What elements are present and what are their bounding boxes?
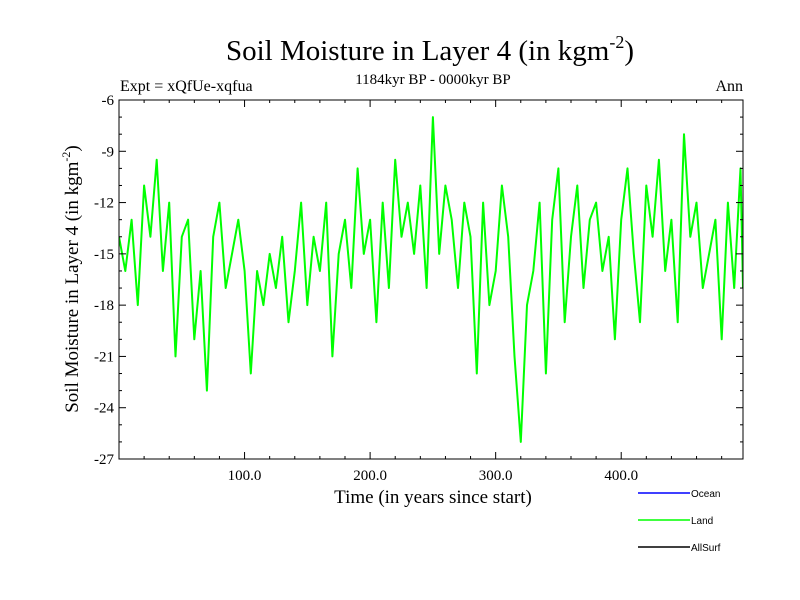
y-axis: -6 -9 -12 -15 -18 -21 -24 -27 bbox=[94, 93, 743, 468]
y-tick-label: -18 bbox=[94, 298, 114, 314]
legend-label-land: Land bbox=[691, 516, 713, 527]
x-axis: 100.0 200.0 300.0 400.0 bbox=[143, 100, 723, 484]
x-tick-label: 200.0 bbox=[353, 468, 387, 484]
x-tick-label: 400.0 bbox=[604, 468, 638, 484]
legend-label-ocean: Ocean bbox=[691, 489, 720, 500]
y-tick-label: -21 bbox=[94, 349, 114, 365]
x-axis-label: Time (in years since start) bbox=[334, 487, 532, 508]
legend: Ocean Land AllSurf bbox=[638, 489, 721, 554]
y-tick-label: -6 bbox=[102, 93, 115, 109]
y-tick-label: -15 bbox=[94, 247, 114, 263]
y-tick-label: -27 bbox=[94, 452, 114, 468]
x-tick-label: 100.0 bbox=[228, 468, 262, 484]
y-tick-label: -12 bbox=[94, 196, 114, 212]
time-range-label: 1184kyr BP - 0000kyr BP bbox=[355, 72, 511, 88]
experiment-label: Expt = xQfUe-xqfua bbox=[120, 78, 253, 95]
series-line-land bbox=[119, 116, 743, 443]
legend-label-allsurf: AllSurf bbox=[691, 543, 721, 554]
y-tick-label: -24 bbox=[94, 401, 114, 417]
x-tick-label: 300.0 bbox=[479, 468, 513, 484]
season-label: Ann bbox=[715, 78, 743, 95]
y-axis-label: Soil Moisture in Layer 4 (in kgm-2) bbox=[59, 145, 83, 413]
chart-title: Soil Moisture in Layer 4 (in kgm-2) bbox=[226, 32, 634, 67]
plot-frame bbox=[118, 99, 744, 460]
y-tick-label: -9 bbox=[102, 144, 115, 160]
